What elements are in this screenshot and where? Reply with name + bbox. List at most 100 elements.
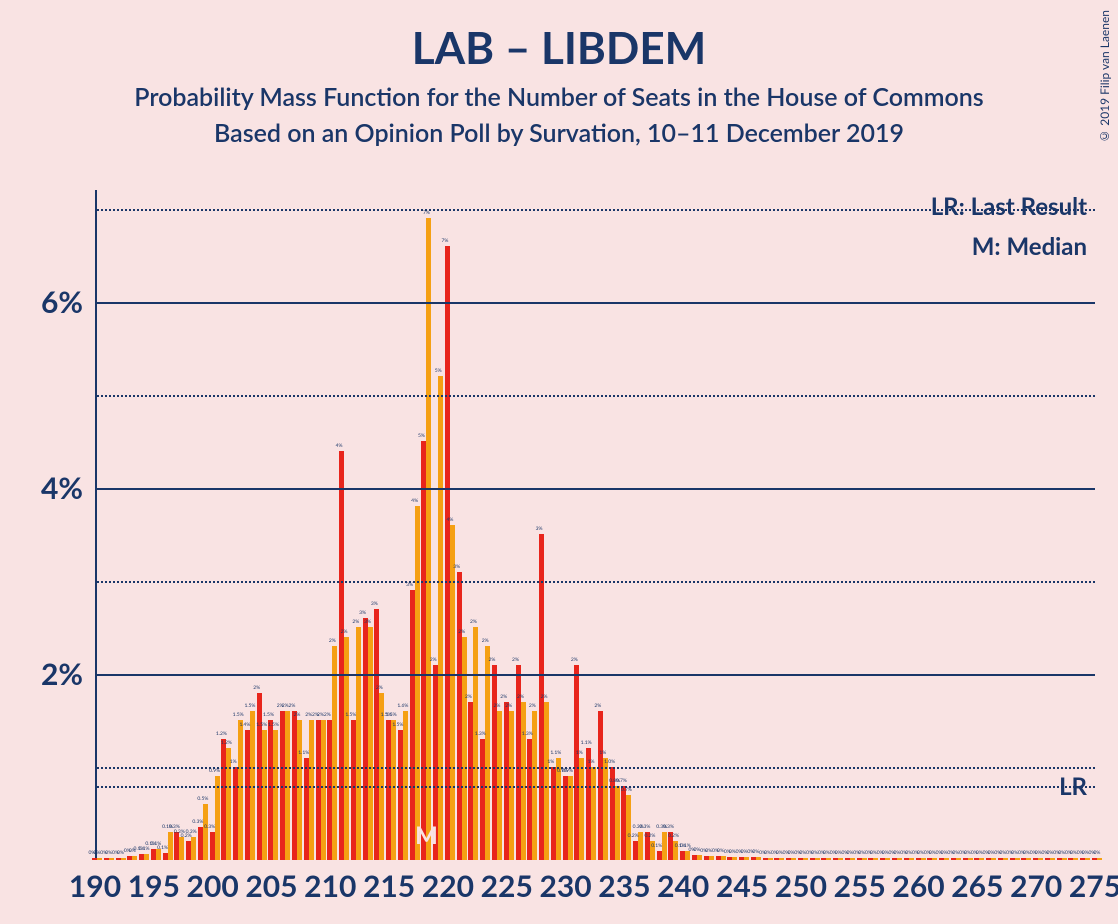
bar-series-b: [744, 857, 749, 860]
gridline-minor: [97, 581, 1095, 583]
bar-series-b: [544, 702, 549, 860]
bar-value-label-a: 1.5%: [392, 722, 404, 728]
bar-series-b: [368, 627, 373, 860]
bar-value-label-a: 0.3%: [639, 824, 651, 830]
bar-series-b: [1085, 858, 1090, 860]
bar-series-b: [1038, 858, 1043, 860]
bar-series-b: [1050, 858, 1055, 860]
bar-value-label-b: 1.5%: [267, 722, 279, 728]
bar-series-b: [721, 856, 726, 860]
bar-series-b: [626, 795, 631, 860]
bar-value-label-b: 2%: [467, 619, 479, 625]
x-tick-label: 215: [363, 868, 415, 904]
bar-value-label-b: 1.5%: [232, 712, 244, 718]
x-tick-label: 270: [1010, 868, 1062, 904]
bar-value-label-b: 1.6%: [397, 703, 409, 709]
x-tick-label: 250: [775, 868, 827, 904]
bar-value-label-b: 1.5%: [256, 722, 268, 728]
bar-value-label-b: 5%: [432, 368, 444, 374]
last-result-line: [97, 786, 1095, 788]
gridline: [97, 302, 1095, 304]
bar-series-b: [109, 858, 114, 860]
y-tick-label: 2%: [41, 656, 83, 692]
bar-value-label-b: 2%: [538, 694, 550, 700]
bar-value-label-a: 0.3%: [204, 824, 216, 830]
median-marker: M: [415, 821, 438, 850]
bar-series-b: [97, 858, 102, 860]
bar-value-label-b: 0.5%: [197, 796, 209, 802]
bar-value-label-b: 3%: [362, 619, 374, 625]
x-tick-label: 275: [1069, 868, 1118, 904]
bar-value-label-b: 2%: [503, 703, 515, 709]
bar-value-label-b: 1.1%: [550, 750, 562, 756]
x-tick-label: 220: [422, 868, 474, 904]
bar-series-b: [944, 858, 949, 860]
bar-value-label-a: 2%: [251, 685, 263, 691]
bar-value-label-b: 2%: [491, 703, 503, 709]
bar-value-label-b: 2%: [479, 638, 491, 644]
plot-area: 0%0%0%0%0%0%0%0%0.1%0.1%0.1%0.1%0.1%0.1%…: [95, 190, 1095, 860]
bar-series-b: [309, 720, 314, 860]
x-tick-label: 245: [716, 868, 768, 904]
bar-value-label-b: 0.2%: [644, 833, 656, 839]
bar-series-b: [450, 525, 455, 860]
bar-series-b: [862, 858, 867, 860]
x-tick-label: 225: [481, 868, 533, 904]
bar-series-b: [473, 627, 478, 860]
bar-series-b: [756, 857, 761, 860]
bar-value-label-a: 2%: [592, 703, 604, 709]
bar-series-b: [956, 858, 961, 860]
bar-value-label-b: 2%: [526, 703, 538, 709]
x-tick-label: 195: [128, 868, 180, 904]
bar-value-label-a: 0.3%: [662, 824, 674, 830]
bar-series-b: [426, 218, 431, 860]
bar-value-label-b: 1.5%: [244, 703, 256, 709]
bar-series-b: [215, 776, 220, 860]
bar-series-b: [979, 858, 984, 860]
bar-series-b: [579, 758, 584, 860]
bar-series-b: [238, 720, 243, 860]
bar-series-b: [1003, 858, 1008, 860]
bar-value-label-a: 2%: [510, 657, 522, 663]
gridline: [97, 674, 1095, 676]
bar-value-label-a: 0.3%: [192, 819, 204, 825]
bar-series-b: [850, 858, 855, 860]
bar-series-b: [179, 837, 184, 860]
bar-series-b: [1062, 858, 1067, 860]
bar-value-label-b: 1.5%: [385, 712, 397, 718]
bar-series-b: [1026, 858, 1031, 860]
bar-value-label-a: 2%: [568, 657, 580, 663]
chart-title: LAB – LIBDEM: [0, 0, 1118, 74]
bar-value-label-a: 5%: [415, 433, 427, 439]
gridline: [97, 488, 1095, 490]
bar-series-b: [132, 856, 137, 860]
bar-value-label-b: 2%: [338, 629, 350, 635]
bar-series-b: [273, 730, 278, 860]
x-tick-label: 255: [834, 868, 886, 904]
bar-series-b: [1015, 858, 1020, 860]
bar-series-b: [603, 758, 608, 860]
bar-value-label-a: 1.5%: [345, 712, 357, 718]
x-tick-label: 200: [187, 868, 239, 904]
bar-value-label-a: 2%: [427, 657, 439, 663]
bar-series-b: [521, 702, 526, 860]
bar-value-label-a: 2%: [321, 712, 333, 718]
gridline-minor: [97, 395, 1095, 397]
bar-value-label-a: 4%: [333, 443, 345, 449]
bar-series-b: [968, 858, 973, 860]
bar-series-b: [991, 858, 996, 860]
bar-series-b: [897, 858, 902, 860]
bar-series-b: [462, 637, 467, 860]
x-axis-labels: 1901952002052102152202252302352402452502…: [95, 868, 1095, 908]
bar-value-label-a: 1.3%: [521, 731, 533, 737]
bar-series-b: [485, 646, 490, 860]
bar-series-b: [779, 858, 784, 860]
x-tick-label: 265: [951, 868, 1003, 904]
bar-series-b: [1097, 858, 1102, 860]
y-tick-label: 6%: [41, 284, 83, 320]
x-tick-label: 210: [304, 868, 356, 904]
bar-value-label-a: 3%: [368, 601, 380, 607]
bar-series-b: [321, 720, 326, 860]
bar-series-b: [815, 858, 820, 860]
bar-value-label-a: 2%: [462, 694, 474, 700]
